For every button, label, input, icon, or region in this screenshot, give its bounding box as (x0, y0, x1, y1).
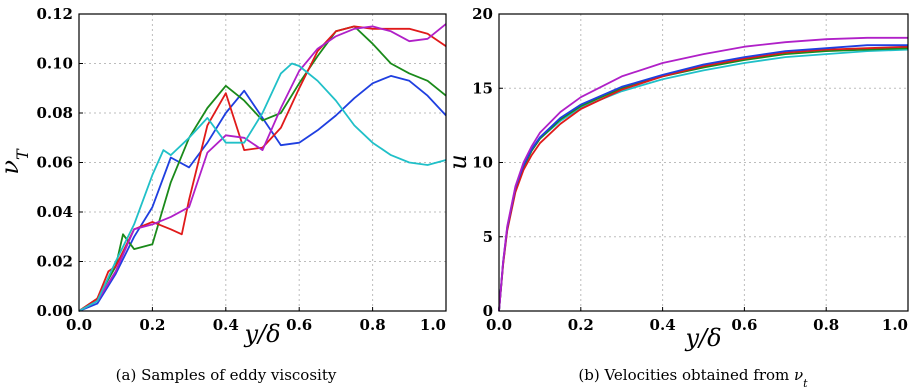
y-tick-label: 15 (472, 79, 493, 97)
x-tick-label: 0.8 (813, 316, 839, 334)
x-tick-label: 0.0 (486, 316, 512, 334)
series-line-2 (78, 25, 447, 312)
x-tick-label: 0.6 (286, 316, 312, 334)
y-tick-label: 0 (483, 302, 493, 320)
x-tick-label: 0.4 (650, 316, 676, 334)
x-tick-label: 0.0 (66, 316, 92, 334)
x-tick-label: 1.0 (420, 316, 446, 334)
series-line-2 (498, 45, 909, 312)
y-tick-label: 0.04 (36, 203, 73, 221)
x-axis-label: y/δ (684, 324, 721, 352)
panel-caption: (b) Velocities obtained from νt (578, 366, 808, 390)
x-tick-label: 0.2 (139, 316, 165, 334)
y-tick-label: 0.02 (36, 253, 73, 271)
y-tick-label: 10 (472, 154, 493, 172)
x-tick-label: 0.6 (731, 316, 757, 334)
series-line-1 (78, 25, 447, 312)
y-tick-label: 0.00 (36, 302, 73, 320)
panel-a: 0.0 0.2 0.4 0.6 0.8 1.0 0.00 0.02 0.04 0.06 0.08 0.… (0, 5, 447, 384)
y-tick-label: 0.06 (36, 154, 73, 172)
x-tick-label: 1.0 (882, 316, 908, 334)
panel-caption: (a) Samples of eddy viscosity (116, 366, 337, 384)
y-tick-label: 0.10 (36, 55, 73, 73)
y-tick-label: 20 (472, 5, 493, 23)
y-axis-label: νT (0, 148, 32, 175)
y-tick-label: 0.12 (36, 5, 73, 23)
x-axis-label: y/δ (243, 320, 280, 348)
x-tick-label: 0.2 (568, 316, 594, 334)
series-line-4 (78, 62, 447, 312)
x-tick-label: 0.8 (360, 316, 386, 334)
series-line-0 (498, 48, 909, 312)
series-line-3 (78, 23, 447, 312)
y-axis-label: u (444, 154, 472, 169)
series-line-1 (498, 47, 909, 312)
x-tick-label: 0.4 (213, 316, 239, 334)
y-tick-label: 5 (483, 228, 493, 246)
series-line-4 (498, 36, 908, 312)
panel-b: 0.0 0.2 0.4 0.6 0.8 1.0 0 5 10 15 20 y/δ u (b) Veloci… (444, 5, 909, 390)
series-line-3 (498, 44, 908, 312)
y-tick-label: 0.08 (36, 104, 73, 122)
